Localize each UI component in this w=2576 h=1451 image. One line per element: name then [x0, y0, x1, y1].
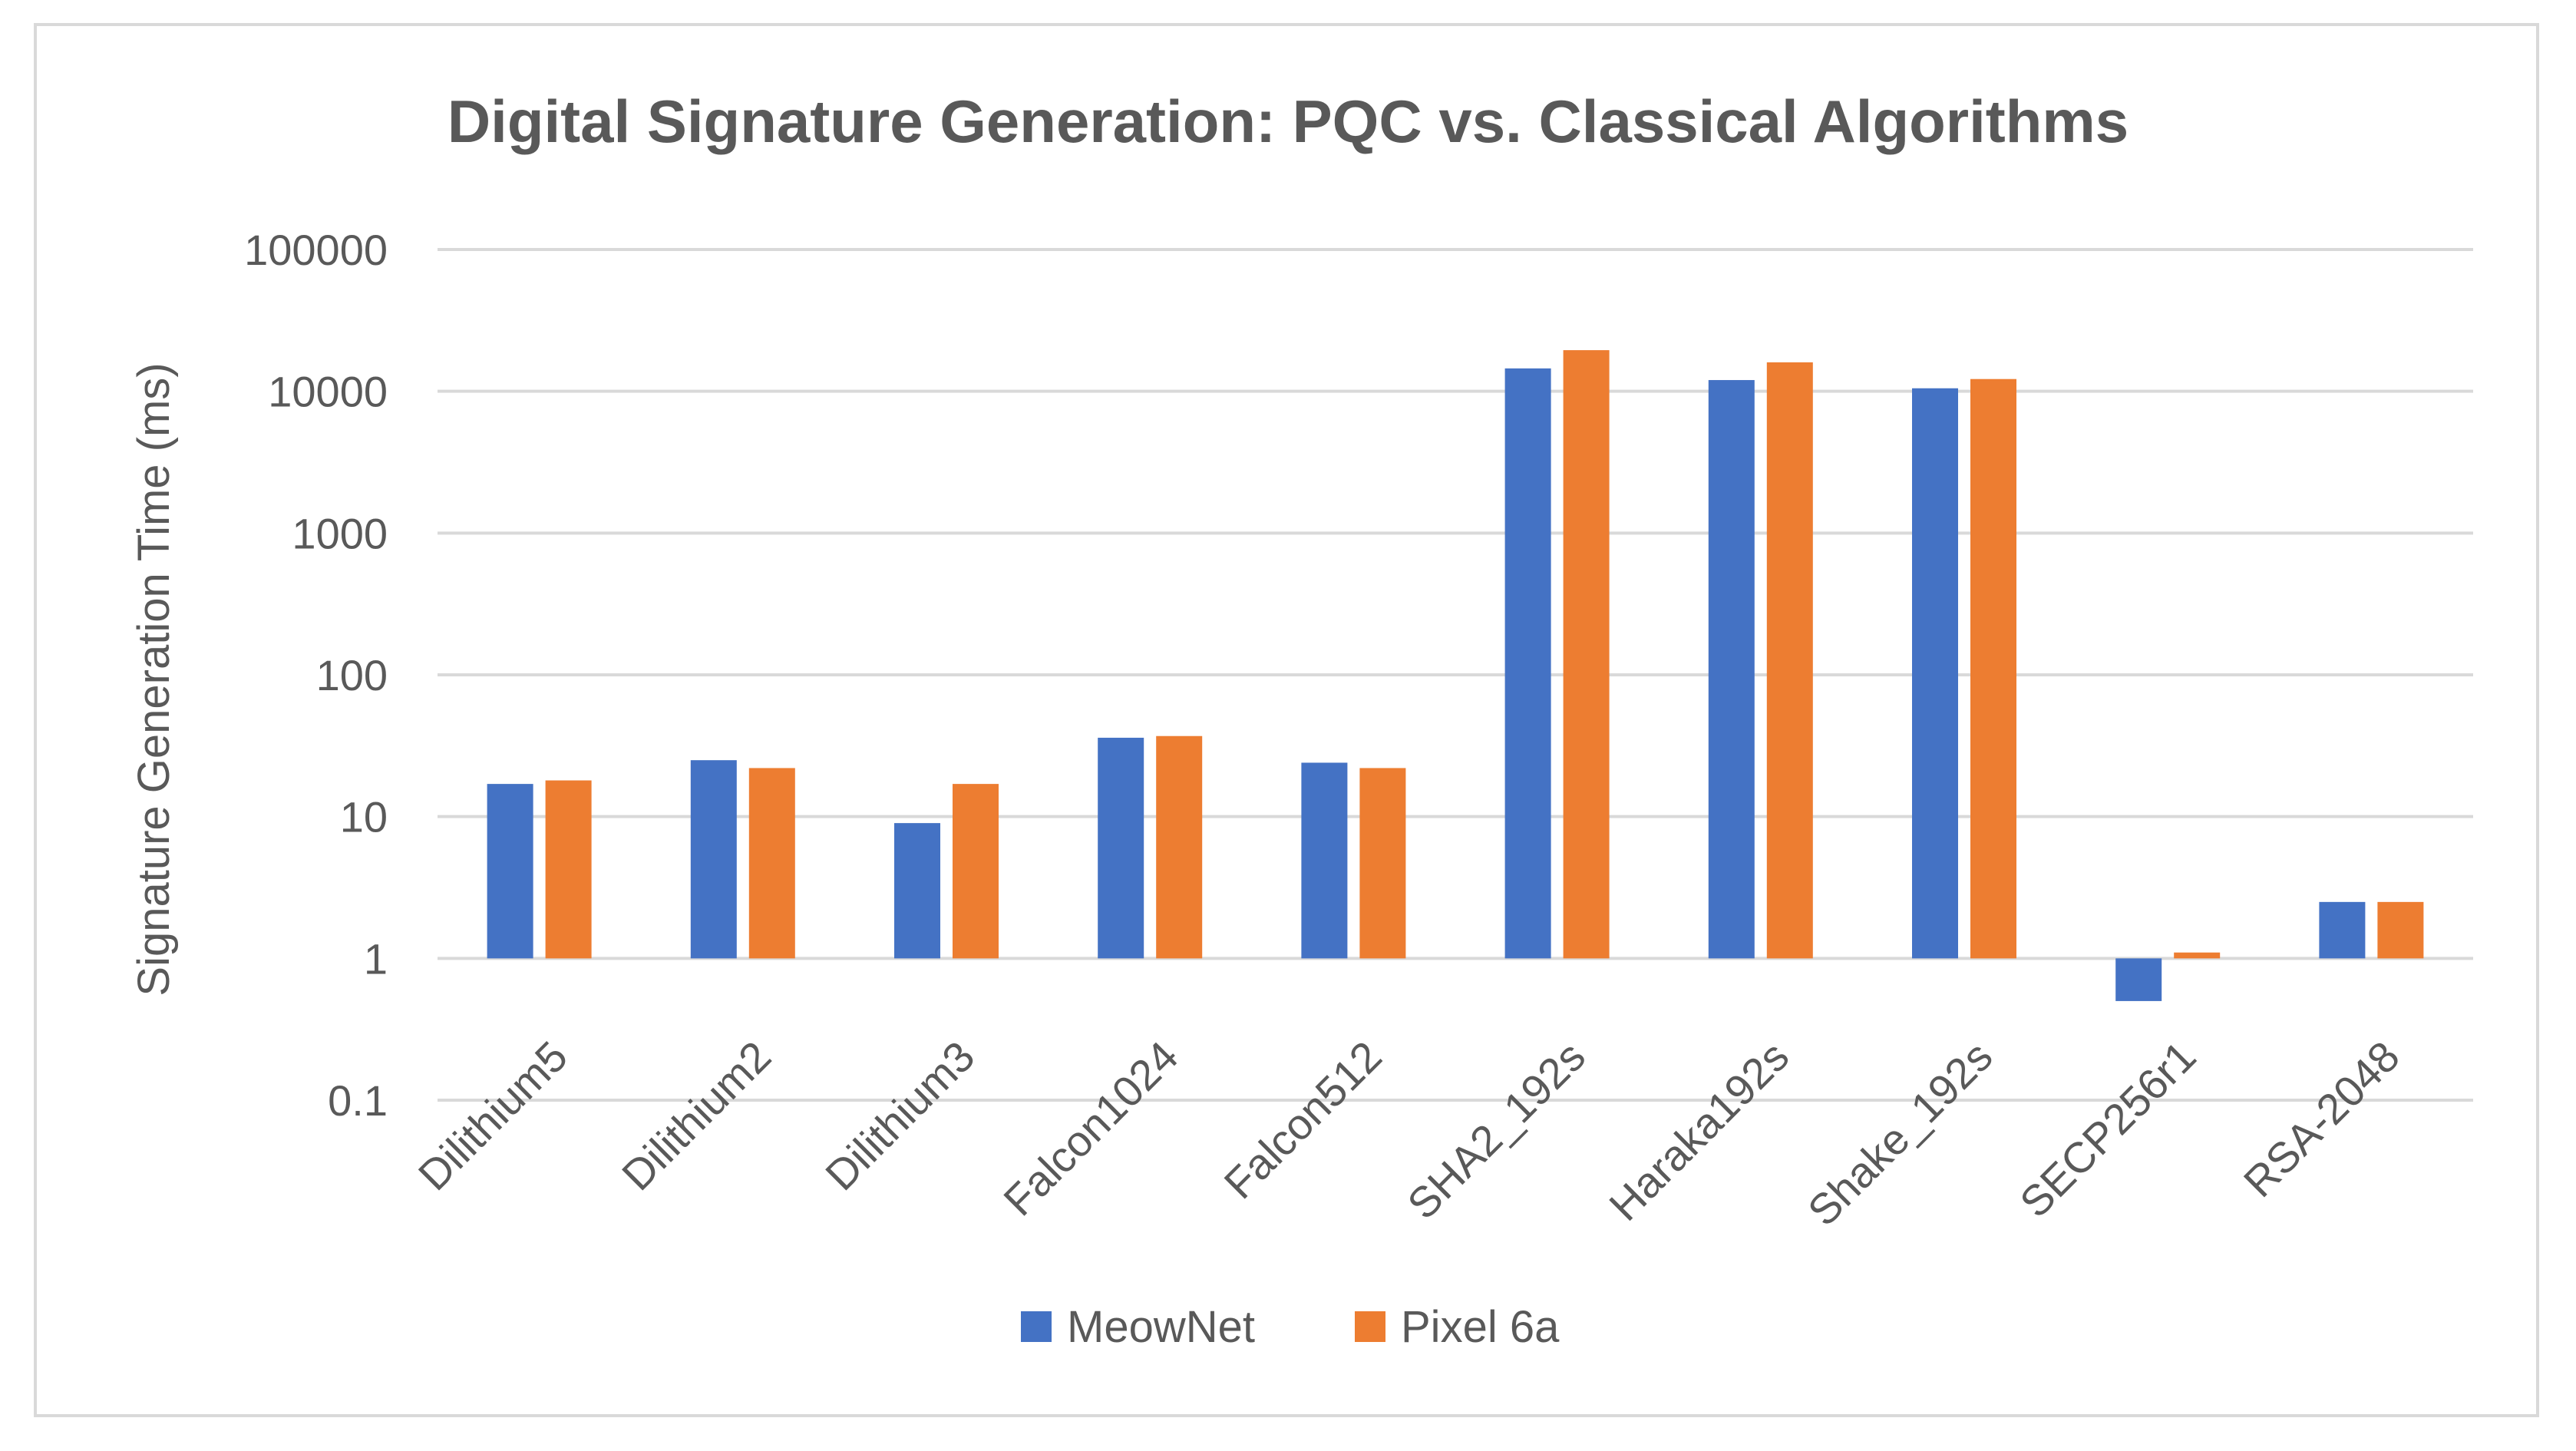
x-tick-label: RSA-2048: [2234, 1032, 2409, 1206]
bar-pixel-6a: [1563, 350, 1610, 959]
bar-pixel-6a: [1766, 362, 1813, 959]
x-tick-label: Haraka192s: [1600, 1032, 1798, 1230]
chart-title: Digital Signature Generation: PQC vs. Cl…: [447, 88, 2129, 155]
legend: MeowNet Pixel 6a: [1021, 1302, 1560, 1352]
bar-meownet: [1098, 737, 1144, 959]
y-tick-label: 10: [340, 793, 388, 841]
y-axis-ticks: 0.1 1 10 100 1000 10000 100000: [244, 226, 388, 1125]
x-tick-label: Falcon512: [1214, 1032, 1390, 1208]
chart-frame: [34, 23, 2539, 1417]
bar-pixel-6a: [1359, 768, 1406, 959]
bar-meownet: [1504, 368, 1551, 959]
bar-meownet: [487, 784, 533, 959]
bar-meownet: [690, 760, 737, 959]
bar-pixel-6a: [2377, 901, 2424, 959]
x-axis-labels: Dilithium5 Dilithium2 Dilithium3 Falcon1024…: [409, 1032, 2409, 1235]
bar-meownet: [1912, 388, 1958, 959]
bar-meownet: [2319, 901, 2366, 959]
y-tick-label: 1000: [292, 509, 388, 557]
x-tick-label: Shake_192s: [1798, 1032, 2002, 1235]
y-tick-label: 0.1: [328, 1076, 388, 1125]
y-axis-title: Signature Generation Time (ms): [129, 362, 179, 996]
x-tick-label: Dilithium3: [816, 1032, 983, 1199]
bar-meownet: [1301, 762, 1348, 959]
x-tick-label: Dilithium2: [613, 1032, 780, 1199]
y-tick-label: 10000: [268, 368, 388, 416]
bars: [487, 350, 2424, 1001]
legend-swatch-meownet: [1021, 1311, 1052, 1342]
gridlines: [438, 248, 2473, 1102]
legend-swatch-pixel-6a: [1355, 1311, 1385, 1342]
legend-label-pixel-6a: Pixel 6a: [1401, 1302, 1560, 1352]
bar-meownet: [1708, 380, 1755, 959]
bar-pixel-6a: [953, 784, 999, 959]
bar-meownet: [894, 823, 940, 959]
y-tick-label: 100: [316, 651, 388, 699]
bar-pixel-6a: [2174, 952, 2221, 959]
y-tick-label: 100000: [244, 226, 388, 274]
x-tick-label: Dilithium5: [409, 1032, 576, 1199]
bar-meownet: [2115, 958, 2162, 1001]
bar-pixel-6a: [1970, 378, 2016, 959]
legend-label-meownet: MeowNet: [1067, 1302, 1255, 1352]
bar-pixel-6a: [545, 780, 592, 959]
x-tick-label: Falcon1024: [994, 1032, 1187, 1225]
y-tick-label: 1: [364, 934, 388, 983]
bar-pixel-6a: [748, 768, 795, 959]
x-tick-label: SHA2_192s: [1398, 1032, 1594, 1228]
x-tick-label: SECP256r1: [2010, 1032, 2205, 1227]
bar-pixel-6a: [1156, 735, 1203, 959]
